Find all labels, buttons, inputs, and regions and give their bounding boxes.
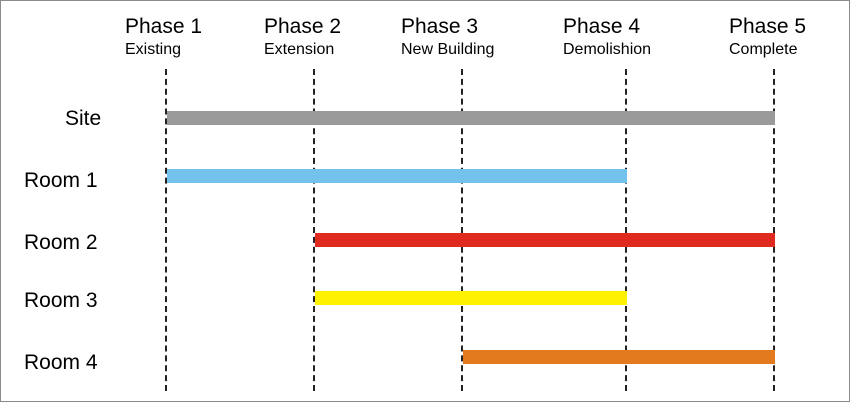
phase-title: Phase 1 xyxy=(125,15,203,38)
bar-room-1 xyxy=(167,169,627,183)
row-label-room-3: Room 3 xyxy=(24,289,98,312)
row-label-site: Site xyxy=(65,107,102,130)
phase-subtitle: Complete xyxy=(729,41,798,58)
phase-divider-3 xyxy=(461,69,463,391)
phase-title: Phase 4 xyxy=(563,15,641,38)
phase-header-3: Phase 3 New Building xyxy=(401,15,494,61)
phase-subtitle: Demolishion xyxy=(563,41,652,58)
phase-header-5: Phase 5 Complete xyxy=(729,15,806,61)
row-label-room-1: Room 1 xyxy=(24,169,98,192)
bar-site xyxy=(167,111,775,125)
row-label-room-2: Room 2 xyxy=(24,231,98,254)
phase-title: Phase 3 xyxy=(401,15,479,38)
phase-title: Phase 5 xyxy=(729,15,807,38)
bar-room-3 xyxy=(315,291,627,305)
phase-subtitle: Extension xyxy=(264,41,335,58)
phase-divider-1 xyxy=(165,69,167,391)
phase-subtitle: New Building xyxy=(401,41,495,58)
phase-header-1: Phase 1 Existing xyxy=(125,15,202,61)
phase-divider-2 xyxy=(313,69,315,391)
phase-header-2: Phase 2 Extension xyxy=(264,15,341,61)
phase-subtitle: Existing xyxy=(125,41,182,58)
phase-divider-5 xyxy=(773,69,775,391)
phase-divider-4 xyxy=(625,69,627,391)
bar-room-2 xyxy=(315,233,775,247)
row-label-room-4: Room 4 xyxy=(24,351,98,374)
phase-title: Phase 2 xyxy=(264,15,342,38)
phase-header-4: Phase 4 Demolishion xyxy=(563,15,651,61)
bar-room-4 xyxy=(463,350,775,364)
